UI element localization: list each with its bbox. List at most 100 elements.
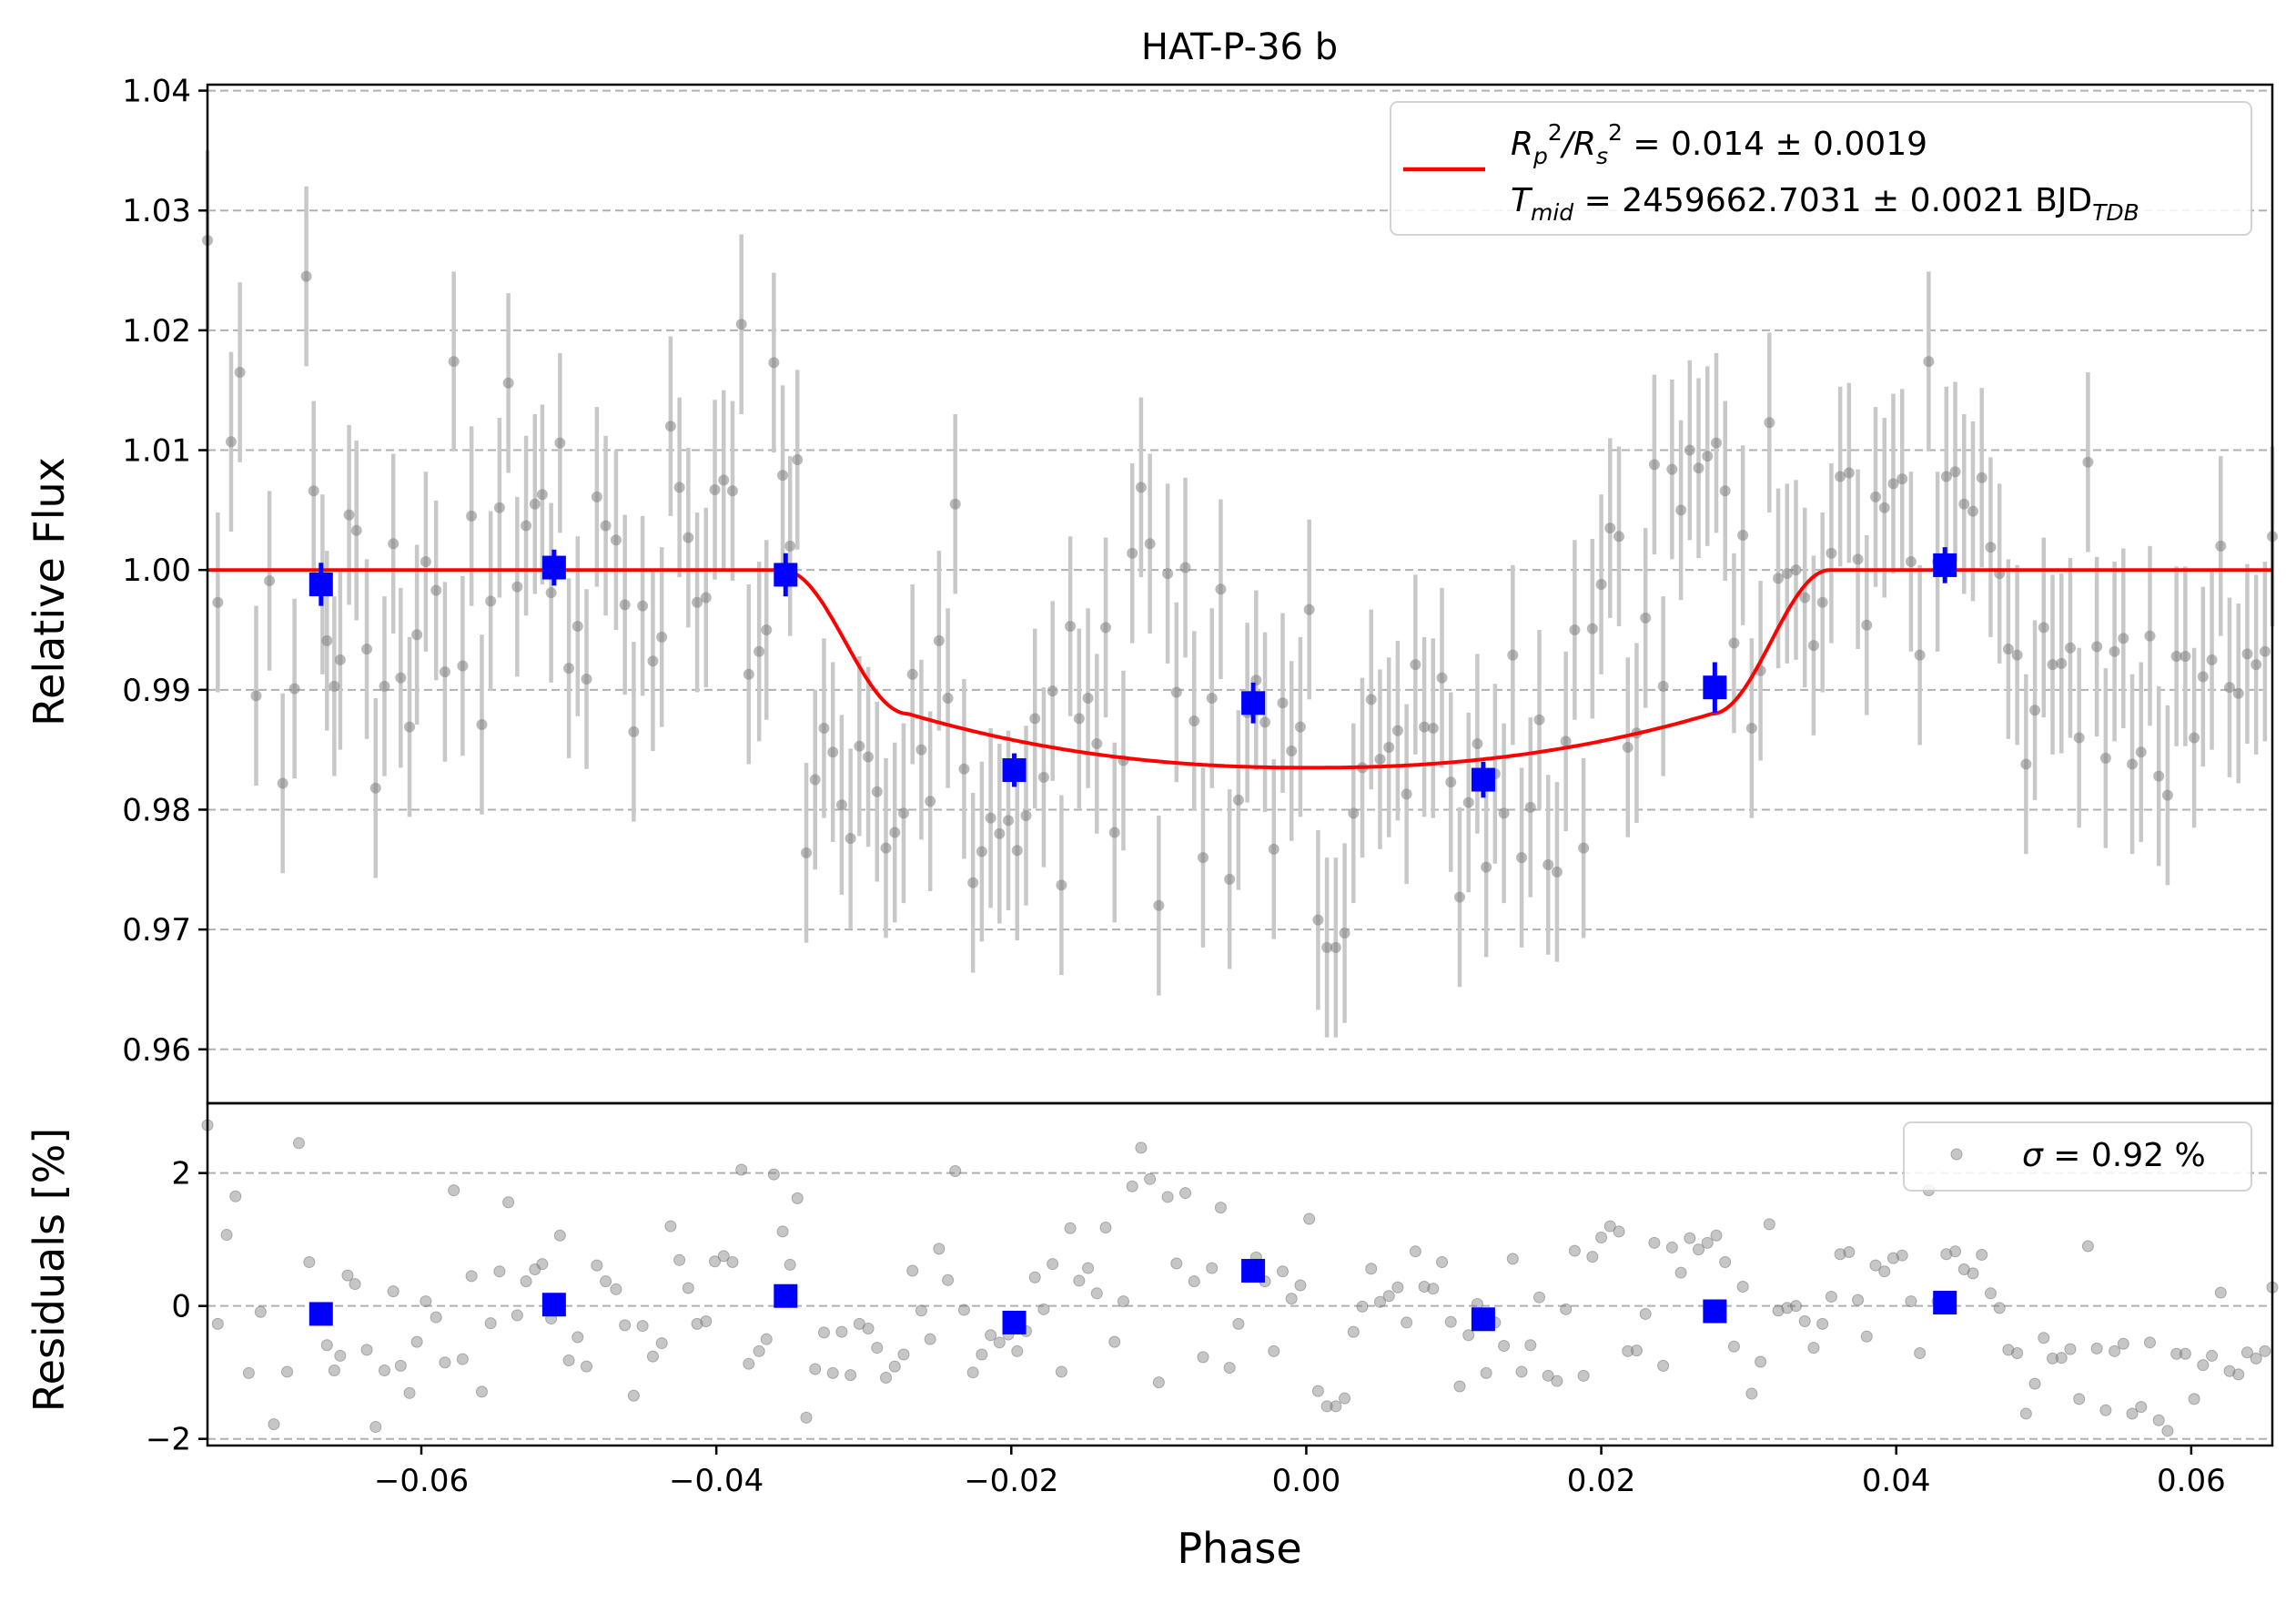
residual-point <box>2019 1407 2032 1420</box>
raw-point <box>1391 725 1403 736</box>
raw-point <box>777 470 789 482</box>
residual-point <box>1462 1329 1475 1342</box>
residual-point <box>1914 1347 1927 1360</box>
residual-point <box>303 1255 316 1268</box>
raw-point <box>2011 649 2023 661</box>
raw-point <box>2215 540 2227 552</box>
raw-point <box>212 596 224 608</box>
raw-point <box>1224 873 1236 885</box>
residual-point <box>949 1164 962 1177</box>
residual-point <box>2188 1393 2200 1405</box>
raw-point <box>1056 879 1067 891</box>
raw-point <box>1215 583 1227 595</box>
residual-point <box>1790 1300 1803 1313</box>
residual-point <box>776 1225 789 1238</box>
residual-point <box>511 1309 523 1322</box>
residual-point <box>1179 1187 1192 1200</box>
residual-point <box>2038 1332 2050 1344</box>
raw-point <box>1887 478 1899 490</box>
residual-point <box>1028 1271 1041 1283</box>
residual-point <box>1693 1243 1705 1256</box>
light-curve-y-tick-label: 1.01 <box>122 433 191 470</box>
raw-point <box>1728 637 1740 649</box>
raw-point <box>637 600 649 612</box>
raw-point <box>2250 659 2262 671</box>
raw-point <box>845 833 856 845</box>
legend-residual-marker <box>1950 1148 1963 1161</box>
raw-point <box>700 592 712 604</box>
raw-point <box>1578 842 1590 854</box>
residuals-x-ticks: −0.06 −0.04 −0.02 0.00 0.02 0.04 0.06 <box>374 1446 2226 1499</box>
raw-point <box>591 491 602 502</box>
residual-point <box>760 1333 773 1345</box>
binned-point <box>1471 767 1495 792</box>
binned-residual-point <box>1471 1307 1495 1332</box>
residual-point <box>1294 1279 1307 1292</box>
residual-point <box>465 1270 478 1283</box>
raw-points <box>202 235 2278 953</box>
residual-point <box>562 1354 575 1367</box>
residual-point <box>1382 1290 1395 1303</box>
raw-point <box>448 356 460 368</box>
residual-point <box>1869 1259 1882 1272</box>
residual-point <box>1161 1191 1174 1203</box>
raw-point <box>761 624 773 635</box>
raw-point <box>1427 722 1439 734</box>
raw-point <box>1259 716 1271 728</box>
raw-point <box>1914 649 1926 661</box>
raw-point <box>404 721 416 733</box>
raw-point <box>949 498 961 510</box>
residual-point <box>1047 1258 1059 1271</box>
residual-point <box>862 1323 875 1335</box>
residual-point <box>2206 1349 2219 1362</box>
raw-point <box>511 581 523 593</box>
raw-point <box>288 683 300 695</box>
raw-point <box>1710 437 1722 449</box>
residual-point <box>880 1372 893 1385</box>
residual-point <box>2090 1342 2103 1354</box>
binned-point <box>1933 553 1957 577</box>
legend-depth-rp-sub: p <box>1532 143 1548 169</box>
binned-point <box>1703 675 1727 700</box>
raw-point <box>1453 891 1465 903</box>
residual-point <box>292 1137 305 1150</box>
residual-point <box>1860 1330 1873 1343</box>
residual-point <box>1214 1202 1227 1214</box>
raw-point <box>1843 467 1855 479</box>
raw-point <box>664 421 676 432</box>
raw-point <box>1419 721 1431 733</box>
residual-point <box>1320 1400 1333 1413</box>
residual-point <box>430 1311 442 1324</box>
raw-point <box>818 722 830 734</box>
residual-point <box>2011 1347 2024 1360</box>
legend-sigma-text: σ = 0.92 % <box>2022 1137 2206 1174</box>
residual-point <box>281 1365 294 1378</box>
raw-point <box>1613 531 1625 543</box>
raw-point <box>1551 866 1563 878</box>
raw-point <box>925 796 936 807</box>
raw-point <box>958 763 970 775</box>
residual-point <box>1657 1359 1670 1372</box>
residual-point <box>403 1386 416 1399</box>
legend-tmid-sub: mid <box>1531 199 1573 226</box>
residual-point <box>655 1337 668 1350</box>
raw-point <box>1065 621 1077 633</box>
raw-point <box>1781 568 1793 580</box>
residual-point <box>767 1168 780 1181</box>
residual-point <box>1268 1344 1280 1357</box>
residual-point <box>1206 1262 1219 1274</box>
raw-point <box>863 751 875 763</box>
raw-point <box>1206 693 1218 705</box>
raw-point <box>2029 705 2041 716</box>
residual-point <box>826 1366 839 1379</box>
raw-point <box>2241 648 2253 660</box>
raw-point <box>1232 794 1244 806</box>
light-curve-y-tick-label: 1.00 <box>122 553 191 589</box>
residual-point <box>1772 1304 1785 1317</box>
raw-point <box>1790 564 1802 576</box>
legend-tmid-t: T <box>1511 182 1533 219</box>
raw-point <box>1835 471 1846 482</box>
raw-point <box>343 509 355 521</box>
residual-point <box>220 1229 233 1242</box>
light-curve-y-tick-label: 0.98 <box>122 792 191 828</box>
